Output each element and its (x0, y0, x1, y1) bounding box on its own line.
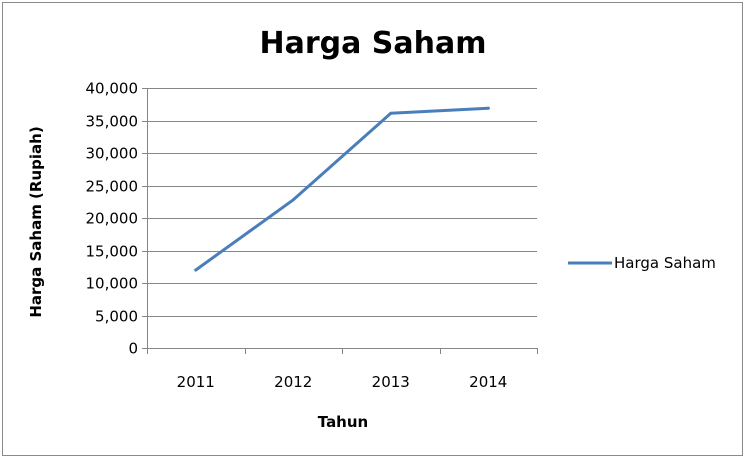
y-tick-label: 35,000 (86, 113, 139, 131)
legend-label-harga-saham: Harga Saham (614, 254, 716, 272)
x-tick-label: 2013 (372, 373, 410, 391)
y-tick-label: 40,000 (86, 80, 139, 98)
y-axis-title: Harga Saham (Rupiah) (27, 126, 45, 317)
axes (142, 88, 538, 354)
x-tick-label: 2014 (469, 373, 507, 391)
x-tick-label: 2011 (177, 373, 215, 391)
x-axis-title: Tahun (318, 413, 368, 431)
chart-title: Harga Saham (259, 26, 486, 61)
y-tick-label: 30,000 (86, 145, 139, 163)
data-point (389, 111, 393, 115)
data-point (194, 268, 198, 272)
data-point (486, 106, 490, 110)
y-tick-label: 25,000 (86, 178, 139, 196)
y-tick-labels: 0 5,000 10,000 15,000 20,000 25,000 30,000 35,0… (86, 80, 139, 358)
y-tick-label: 0 (128, 340, 138, 358)
y-tick-label: 5,000 (95, 308, 138, 326)
data-point (291, 198, 295, 202)
y-tick-label: 10,000 (86, 275, 139, 293)
x-tick-labels: 2011 2012 2013 2014 (177, 373, 508, 391)
y-tick-label: 15,000 (86, 243, 139, 261)
x-tick-label: 2012 (274, 373, 312, 391)
series-lines (194, 106, 490, 272)
y-tick-label: 20,000 (86, 210, 139, 228)
series-line-harga-saham (194, 106, 490, 272)
legend: Harga Saham (568, 254, 716, 272)
chart-frame (2, 2, 743, 456)
gridlines (147, 88, 537, 317)
